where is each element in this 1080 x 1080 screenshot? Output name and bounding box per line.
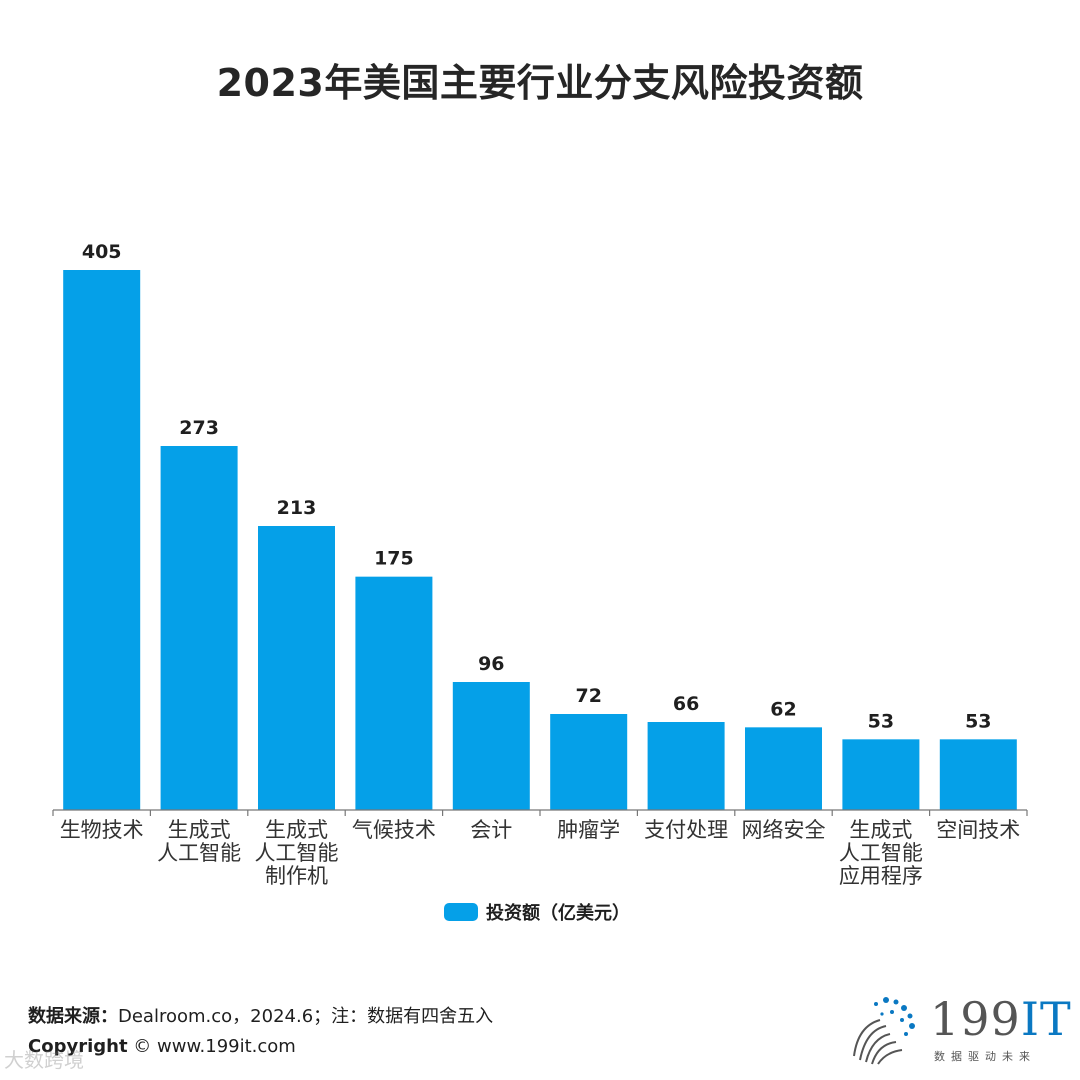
category-label-line: 空间技术 [936,818,1020,842]
category-label-line: 应用程序 [839,864,923,888]
bar[interactable] [647,722,725,810]
data-label: 273 [179,417,219,439]
bar[interactable] [939,739,1017,810]
logo-199it[interactable]: 199IT 数据驱动未来 [846,990,1071,1070]
category-label: 空间技术 [936,818,1020,842]
category-label-line: 生成式 [849,818,912,842]
copyright-text: © www.199it.com [133,1036,296,1057]
data-label: 96 [478,653,504,675]
bar[interactable] [355,576,433,810]
bar[interactable] [258,526,335,810]
category-label-line: 肿瘤学 [557,818,620,842]
category-label-line: 生成式 [168,818,231,842]
bar[interactable] [550,714,628,810]
bar[interactable] [452,682,530,810]
logo-wordmark: 199IT [930,992,1072,1046]
category-label-line: 人工智能 [255,841,339,865]
data-label: 62 [770,698,796,720]
category-label: 支付处理 [644,818,728,842]
logo-letters: IT [1020,992,1072,1046]
copyright-note: Copyright © www.199it.com [28,1036,296,1057]
bar[interactable] [160,446,238,810]
data-label: 66 [673,693,699,715]
category-label-line: 生成式 [265,818,328,842]
category-label-line: 人工智能 [839,841,923,865]
bar[interactable] [63,270,141,810]
bar[interactable] [842,739,920,810]
category-label: 会计 [470,818,512,842]
category-label-line: 人工智能 [157,841,241,865]
source-text: Dealroom.co，2024.6；注：数据有四舍五入 [118,1006,494,1027]
category-label: 生物技术 [60,818,144,842]
data-label: 213 [277,497,317,519]
category-label: 网络安全 [742,818,826,842]
category-label: 生成式人工智能 [157,818,241,865]
category-label: 气候技术 [352,818,436,842]
data-label: 72 [575,685,601,707]
legend-label: 投资额（亿美元） [486,903,630,924]
copyright-label: Copyright [28,1036,128,1057]
category-label-line: 气候技术 [352,818,436,842]
category-label-line: 制作机 [265,864,328,888]
source-label: 数据来源： [28,1006,118,1027]
data-label: 405 [82,241,122,263]
category-label: 生成式人工智能应用程序 [839,818,923,888]
category-label-line: 会计 [470,818,512,842]
category-label-line: 支付处理 [644,818,728,842]
category-label-line: 网络安全 [742,818,826,842]
category-label: 肿瘤学 [557,818,620,842]
chart-title: 2023年美国主要行业分支风险投资额 [216,61,864,105]
source-note: 数据来源：Dealroom.co，2024.6；注：数据有四舍五入 [28,1002,493,1028]
data-label: 175 [374,548,414,570]
data-label: 53 [965,710,991,732]
logo-digits: 199 [930,992,1021,1046]
logo-dots-icon [853,997,915,1065]
bar[interactable] [745,727,822,810]
legend[interactable]: 投资额（亿美元） [444,900,630,924]
watermark: 大数跨境 [4,1048,84,1072]
data-label: 53 [868,710,894,732]
legend-swatch [444,903,478,921]
category-label-line: 生物技术 [60,818,144,842]
category-label: 生成式人工智能制作机 [255,818,339,888]
logo-slogan: 数据驱动未来 [934,1050,1036,1063]
